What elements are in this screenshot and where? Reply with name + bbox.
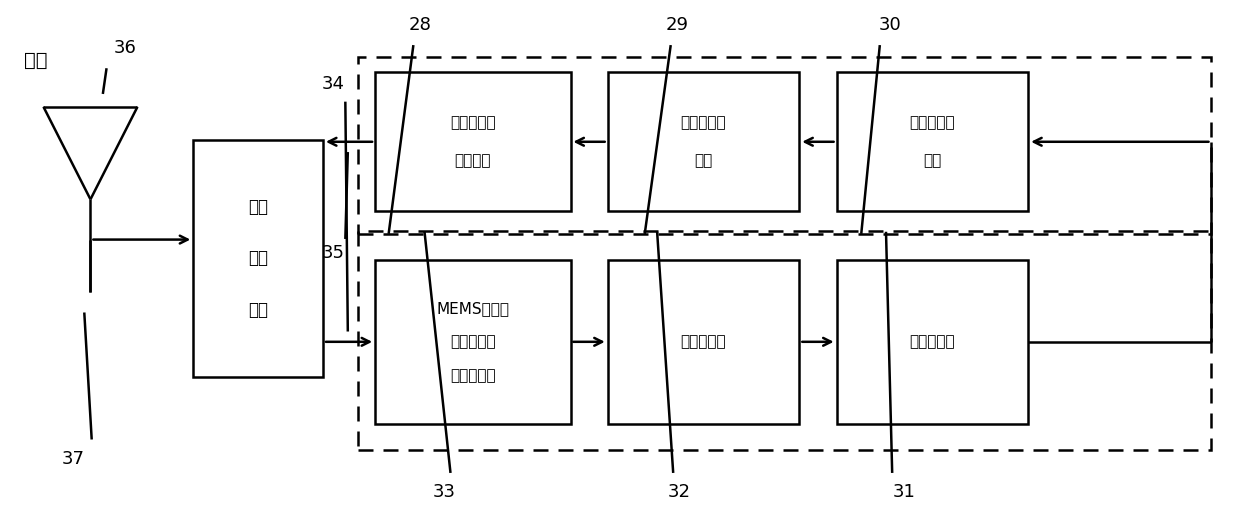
Text: 天线: 天线 [24,51,47,70]
Text: 电路: 电路 [248,301,268,319]
FancyBboxPatch shape [374,260,570,424]
FancyBboxPatch shape [193,140,324,377]
Text: 34: 34 [321,74,345,93]
Text: 构器: 构器 [924,154,941,169]
Text: 33: 33 [433,483,456,501]
Text: 收发: 收发 [248,198,268,216]
FancyBboxPatch shape [374,72,570,211]
Text: 信号分析器: 信号分析器 [910,334,955,349]
Text: 片集成系统: 片集成系统 [450,368,496,383]
Text: 转换: 转换 [248,250,268,267]
FancyBboxPatch shape [837,72,1028,211]
FancyBboxPatch shape [837,260,1028,424]
Text: 31: 31 [893,483,916,501]
Text: 微波信号重: 微波信号重 [910,115,955,130]
Text: 29: 29 [666,16,688,34]
Text: 率放大器: 率放大器 [455,154,491,169]
Text: 制器: 制器 [694,154,713,169]
FancyBboxPatch shape [608,72,800,211]
FancyBboxPatch shape [608,260,800,424]
Text: 37: 37 [62,450,84,468]
Text: 28: 28 [408,16,432,34]
Text: 36: 36 [114,39,136,57]
Text: 信号存储器: 信号存储器 [681,334,727,349]
Text: 微波信号调: 微波信号调 [681,115,727,130]
Text: 35: 35 [321,245,345,262]
Text: 30: 30 [878,16,901,34]
Text: 32: 32 [668,483,691,501]
Text: 微波信号功: 微波信号功 [450,115,496,130]
Text: 测和解调单: 测和解调单 [450,334,496,349]
Text: MEMS微波检: MEMS微波检 [436,301,510,316]
